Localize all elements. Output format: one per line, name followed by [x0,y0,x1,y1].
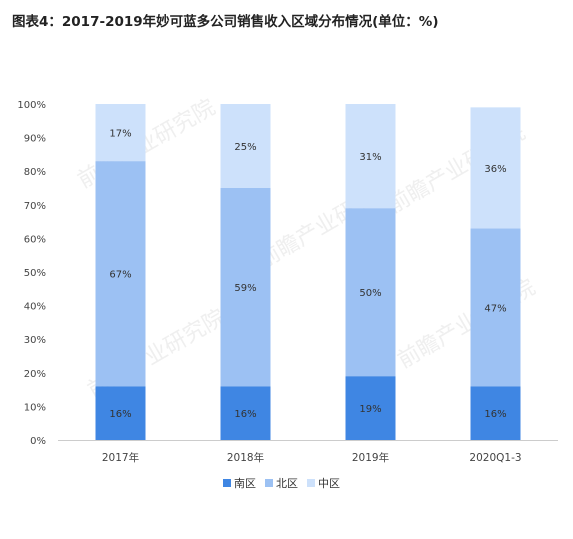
x-axis: 2017年 2018年 2019年 2020Q1-3 [58,440,558,464]
data-label: 50% [359,288,381,299]
y-tick-label: 90% [24,134,46,145]
data-label: 36% [484,164,506,175]
bar-segment-南区 [345,376,396,440]
y-tick-label: 30% [24,335,46,346]
bar-segment-中区 [345,104,396,209]
bar-segment-南区 [470,386,521,440]
y-tick-label: 10% [24,402,46,413]
bar-segment-北区 [220,188,271,387]
bar-segment-南区 [220,386,271,440]
data-label: 31% [359,152,381,163]
bar-segment-中区 [470,107,521,229]
data-label: 16% [234,409,256,420]
bar-segment-北区 [95,161,146,387]
data-label: 19% [359,404,381,415]
bar-segment-南区 [95,386,146,440]
data-label: 47% [484,303,506,314]
y-tick-label: 0% [30,436,46,447]
x-tick-label: 2019年 [352,451,389,464]
data-label: 67% [109,270,131,281]
data-label: 16% [484,409,506,420]
y-tick-label: 20% [24,369,46,380]
x-tick-label: 2018年 [227,451,264,464]
bar-segment-中区 [95,104,146,162]
legend-label: 中区 [318,477,340,490]
legend-label: 北区 [276,477,298,490]
legend-swatch [223,479,231,487]
chart-title: 图表4：2017-2019年妙可蓝多公司销售收入区域分布情况(单位：%) [12,14,439,30]
y-tick-label: 50% [24,268,46,279]
legend: 南区 北区 中区 [223,477,340,490]
legend-swatch [265,479,273,487]
data-label: 25% [234,142,256,153]
bar-segment-中区 [220,104,271,188]
data-label: 59% [234,283,256,294]
data-label: 17% [109,129,131,140]
bar-segment-北区 [345,208,396,377]
y-axis: 0% 10% 20% 30% 40% 50% 60% 70% 80% 90% 100% [17,100,46,447]
y-tick-label: 40% [24,302,46,313]
x-tick-label: 2017年 [102,451,139,464]
y-tick-label: 80% [24,167,46,178]
y-tick-label: 100% [17,100,46,111]
legend-swatch [307,479,315,487]
bar-segment-北区 [470,228,521,387]
x-tick-label: 2020Q1-3 [469,452,521,464]
bars-layer: 16% 67% 17% 16% 59% 25% 19% 50% 31% 16% 47% 36% [95,104,521,440]
data-label: 16% [109,409,131,420]
y-tick-label: 60% [24,234,46,245]
legend-label: 南区 [234,477,256,490]
y-tick-label: 70% [24,201,46,212]
